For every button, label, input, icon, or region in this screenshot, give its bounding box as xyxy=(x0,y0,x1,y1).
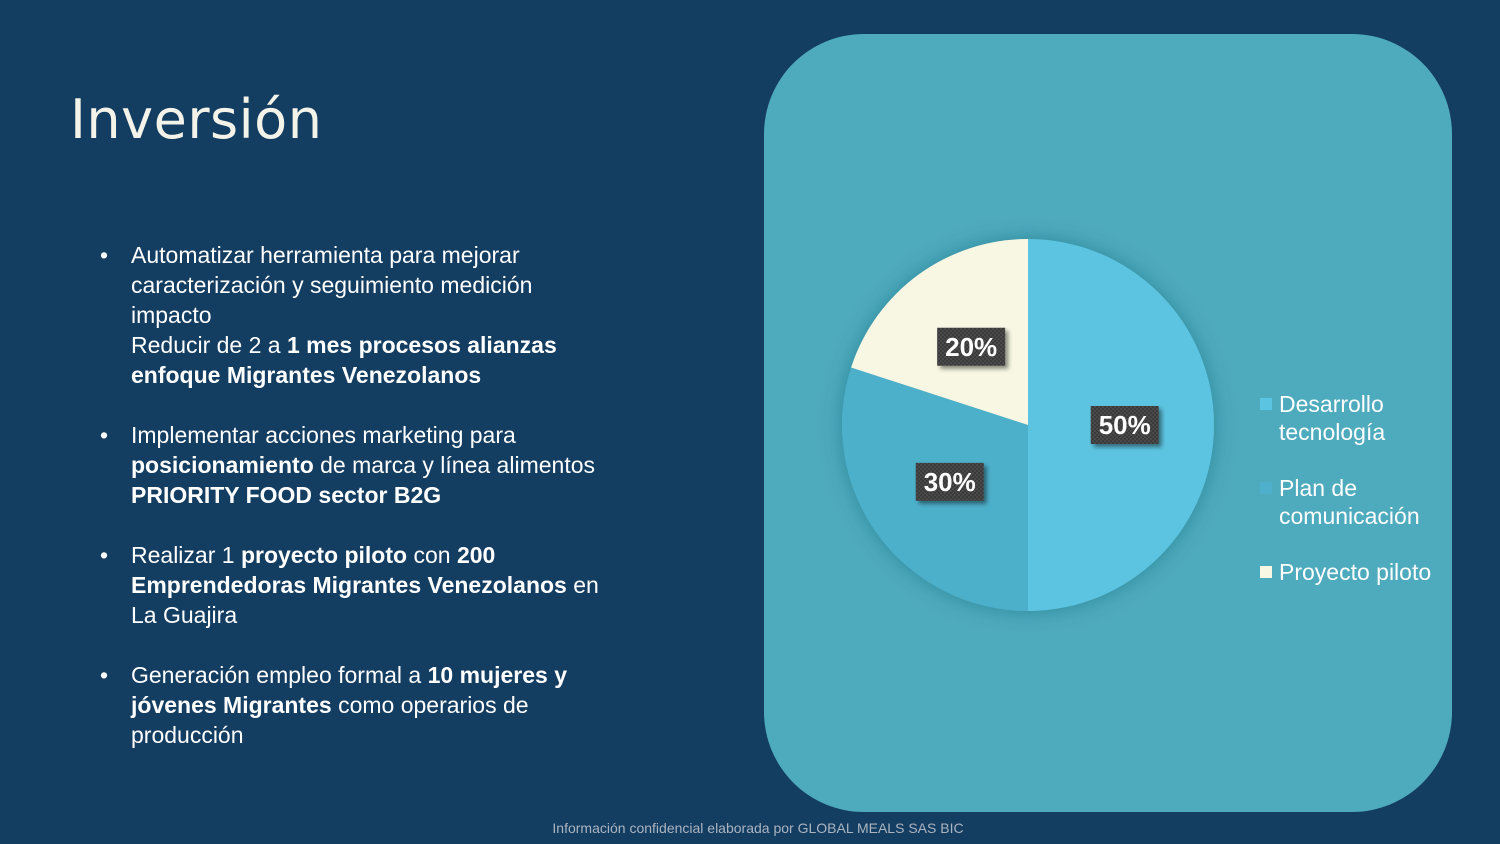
bullet-text: Reducir de 2 a xyxy=(131,332,287,358)
bullet-text: en La Guajira xyxy=(131,572,599,628)
bullet-text-bold: posicionamiento xyxy=(131,452,314,478)
data-label-box xyxy=(1090,406,1159,444)
data-label-box xyxy=(937,327,1006,366)
legend-label-line: Plan de xyxy=(1279,475,1358,501)
legend-swatch xyxy=(1260,398,1272,410)
chart-legend: Desarrollo tecnología Plan de comunicación P… xyxy=(1260,390,1460,614)
data-label-text: 50% xyxy=(1099,410,1151,440)
legend-item: Proyecto piloto xyxy=(1260,558,1460,586)
legend-item: Plan de comunicación xyxy=(1260,474,1460,530)
bullet-item: • Generación empleo formal a 10 mujeres y… xyxy=(100,660,600,750)
bullet-text: Realizar 1 xyxy=(131,542,241,568)
bullet-dot: • xyxy=(100,662,109,688)
bullet-text: Automatizar herramienta para mejorar car… xyxy=(131,242,533,328)
legend-swatch xyxy=(1260,566,1272,578)
data-label-box xyxy=(915,462,984,501)
legend-label-line: tecnología xyxy=(1279,419,1386,445)
legend-label-line: Desarrollo xyxy=(1279,391,1384,417)
data-label-text: 30% xyxy=(924,467,976,497)
bullet-text: con xyxy=(407,542,457,568)
bullet-text: como operarios de producción xyxy=(131,692,529,748)
legend-item: Desarrollo tecnología xyxy=(1260,390,1460,446)
bullet-text-bold: proyecto piloto xyxy=(240,542,408,568)
footer-note: Información confidencial elaborada por G… xyxy=(552,820,964,836)
legend-label-line: comunicación xyxy=(1279,503,1420,529)
bullet-text-bold: 1 mes procesos alianzas enfoque Migrante… xyxy=(131,332,557,388)
bullet-text-bold: 10 mujeres y jóvenes Migrantes xyxy=(131,662,567,718)
bullet-text-bold: 200 Emprendedoras Migrantes Venezolanos xyxy=(131,542,567,598)
pie-data-label: 50% xyxy=(1090,406,1159,444)
bullet-item: • Automatizar herramienta para mejorar ca… xyxy=(100,240,600,390)
legend-label: Desarrollo tecnología xyxy=(1279,391,1385,445)
legend-label: Plan de comunicación xyxy=(1279,475,1420,529)
pie-data-label: 30% xyxy=(915,462,984,501)
bullet-dot: • xyxy=(100,542,109,568)
bullet-item: • Implementar acciones marketing para pos… xyxy=(100,420,600,510)
page-title: Inversión xyxy=(70,88,323,151)
data-label-text: 20% xyxy=(945,332,997,362)
bullet-dot: • xyxy=(100,242,109,268)
legend-swatch xyxy=(1260,482,1272,494)
bullet-dot: • xyxy=(100,422,109,448)
bullet-text: de marca y línea alimentos xyxy=(313,452,595,478)
pie-data-label: 20% xyxy=(937,327,1006,366)
bullet-list: • Automatizar herramienta para mejorar ca… xyxy=(100,240,600,780)
bullet-text: Generación empleo formal a xyxy=(131,662,428,688)
legend-label-line: Proyecto piloto xyxy=(1279,559,1432,585)
bullet-text-bold: PRIORITY FOOD sector B2G xyxy=(131,482,442,508)
legend-label: Proyecto piloto xyxy=(1279,559,1431,585)
bullet-item: • Realizar 1 proyecto piloto con 200 Empr… xyxy=(100,540,600,630)
bullet-text: Implementar acciones marketing para xyxy=(131,422,516,448)
